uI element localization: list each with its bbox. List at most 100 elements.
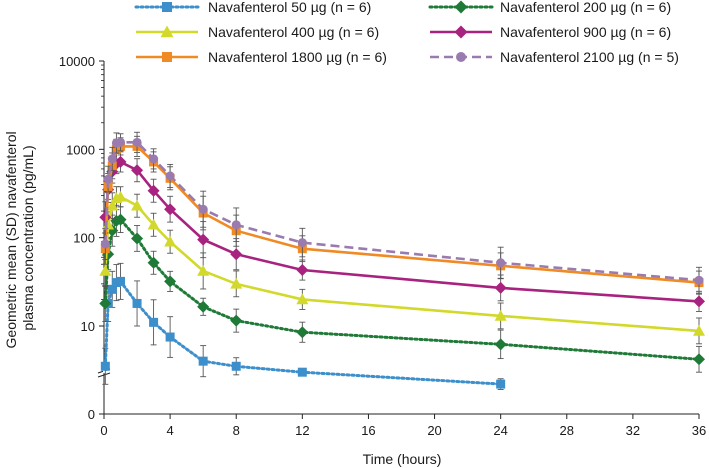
series-line xyxy=(104,195,700,333)
data-point xyxy=(456,52,466,62)
data-point xyxy=(494,309,507,321)
data-point xyxy=(231,361,241,371)
y-tick-label: 10000 xyxy=(59,54,95,69)
data-point xyxy=(165,171,175,181)
data-point xyxy=(147,256,160,269)
data-point xyxy=(496,258,506,268)
y-axis-break-gap xyxy=(103,370,105,373)
x-tick-label: 32 xyxy=(626,423,640,438)
legend-label: Navafenterol 50 µg (n = 6) xyxy=(208,0,371,15)
data-point xyxy=(160,25,174,38)
legend-label: Navafenterol 900 µg (n = 6) xyxy=(500,24,671,40)
data-point xyxy=(230,277,243,289)
y-axis-title: Geometric mean (SD) navafenterol plasma … xyxy=(3,128,36,349)
data-point xyxy=(162,2,172,12)
data-point xyxy=(131,232,144,245)
y-axis-title-line-1: Geometric mean (SD) navafenterol xyxy=(3,131,19,348)
data-point xyxy=(198,204,208,214)
data-point xyxy=(297,238,307,248)
x-axis-title: Time (hours) xyxy=(363,451,442,467)
y-axis-break-mark xyxy=(97,372,111,378)
series-2 xyxy=(99,204,705,373)
data-point xyxy=(162,52,172,62)
data-point xyxy=(230,314,243,327)
data-point xyxy=(231,220,241,230)
data-point xyxy=(693,353,705,366)
data-point xyxy=(114,213,127,226)
data-point xyxy=(149,154,159,164)
legend-item-4: Navafenterol 900 µg (n = 6) xyxy=(430,24,671,40)
data-point xyxy=(296,264,309,277)
legend-item-2: Navafenterol 200 µg (n = 6) xyxy=(428,0,671,15)
data-point xyxy=(116,137,126,147)
data-point xyxy=(197,300,210,313)
data-point xyxy=(164,275,177,288)
x-tick-label: 28 xyxy=(560,423,574,438)
data-point xyxy=(99,211,112,224)
x-tick-label: 16 xyxy=(361,423,375,438)
x-tick-label: 4 xyxy=(166,423,173,438)
data-point xyxy=(106,199,119,211)
data-point xyxy=(454,25,468,39)
data-point xyxy=(454,0,468,14)
series-3 xyxy=(99,186,705,345)
legend-item-1: Navafenterol 50 µg (n = 6) xyxy=(134,0,371,15)
legend-label: Navafenterol 1800 µg (n = 6) xyxy=(208,49,387,65)
data-point xyxy=(99,297,112,310)
data-point xyxy=(116,276,126,286)
data-point xyxy=(296,326,309,339)
data-point xyxy=(164,203,177,216)
axes-layer: 0 10 100 1000 10000 0 4 8 12 16 20 24 28 32 36 xyxy=(59,54,706,438)
data-point xyxy=(131,164,144,177)
y-axis-title-line-2: plasma concentration (pg/mL) xyxy=(20,145,36,330)
data-point xyxy=(694,275,704,285)
data-point xyxy=(149,317,159,327)
x-tick-label: 24 xyxy=(493,423,507,438)
data-point xyxy=(197,233,210,246)
data-point xyxy=(147,218,160,230)
series-layer xyxy=(99,131,705,390)
legend-label: Navafenterol 200 µg (n = 6) xyxy=(500,0,671,15)
data-point xyxy=(496,379,506,389)
x-tick-label: 12 xyxy=(295,423,309,438)
series-line xyxy=(104,160,700,303)
data-point xyxy=(99,264,112,276)
y-tick-label: 10 xyxy=(81,319,95,334)
x-tick-label: 8 xyxy=(233,423,240,438)
data-point xyxy=(107,284,117,294)
legend-label: Navafenterol 2100 µg (n = 5) xyxy=(500,49,679,65)
x-tick-label: 0 xyxy=(100,423,107,438)
data-point xyxy=(164,235,177,247)
data-point xyxy=(132,137,142,147)
x-tick-label: 36 xyxy=(692,423,706,438)
y-tick-label: 0 xyxy=(88,407,95,422)
data-point xyxy=(103,174,113,184)
series-6 xyxy=(100,131,704,294)
data-point xyxy=(114,190,127,202)
data-point xyxy=(693,295,705,308)
data-point xyxy=(693,324,705,336)
data-point xyxy=(100,239,110,249)
series-5 xyxy=(100,135,704,295)
series-line xyxy=(103,217,701,361)
data-point xyxy=(297,367,307,377)
series-4 xyxy=(99,151,705,312)
data-point xyxy=(114,155,127,168)
legend: Navafenterol 50 µg (n = 6) Navafenterol 2… xyxy=(134,0,679,65)
y-tick-label: 1000 xyxy=(66,142,95,157)
legend-item-6: Navafenterol 2100 µg (n = 5) xyxy=(430,49,679,65)
data-point xyxy=(131,199,144,211)
data-point xyxy=(198,356,208,366)
data-point xyxy=(165,332,175,342)
legend-item-5: Navafenterol 1800 µg (n = 6) xyxy=(136,49,387,65)
data-point xyxy=(147,184,160,197)
data-point xyxy=(197,264,210,276)
legend-label: Navafenterol 400 µg (n = 6) xyxy=(208,24,379,40)
data-point xyxy=(230,248,243,261)
data-point xyxy=(296,293,309,305)
series-line xyxy=(104,141,700,282)
data-point xyxy=(494,281,507,294)
y-tick-label: 100 xyxy=(73,231,95,246)
data-point xyxy=(100,361,110,371)
